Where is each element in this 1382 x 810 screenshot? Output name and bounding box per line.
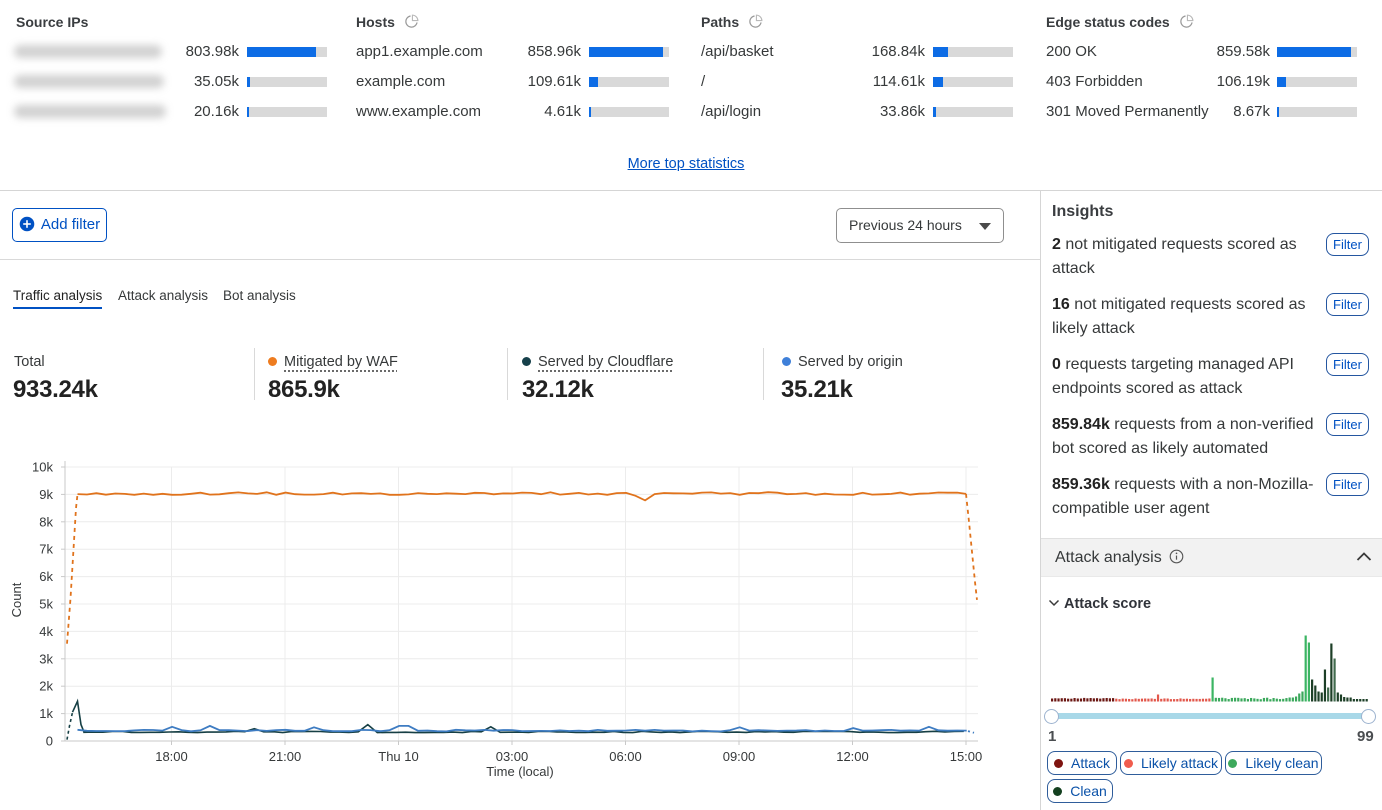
svg-text:15:00: 15:00 [950, 749, 983, 764]
svg-text:Count: Count [9, 582, 24, 617]
svg-text:3k: 3k [39, 651, 53, 666]
svg-text:06:00: 06:00 [609, 749, 642, 764]
svg-text:21:00: 21:00 [269, 749, 302, 764]
svg-text:Time (local): Time (local) [486, 764, 553, 779]
svg-text:9k: 9k [39, 487, 53, 502]
svg-text:03:00: 03:00 [496, 749, 529, 764]
svg-text:09:00: 09:00 [723, 749, 756, 764]
svg-text:10k: 10k [32, 460, 53, 475]
svg-text:2k: 2k [39, 679, 53, 694]
svg-text:7k: 7k [39, 542, 53, 557]
svg-text:Thu 10: Thu 10 [378, 749, 418, 764]
svg-text:5k: 5k [39, 597, 53, 612]
svg-text:0: 0 [46, 734, 53, 749]
svg-text:8k: 8k [39, 514, 53, 529]
svg-text:18:00: 18:00 [155, 749, 188, 764]
svg-text:12:00: 12:00 [836, 749, 869, 764]
svg-text:6k: 6k [39, 569, 53, 584]
svg-text:4k: 4k [39, 624, 53, 639]
svg-text:1k: 1k [39, 706, 53, 721]
